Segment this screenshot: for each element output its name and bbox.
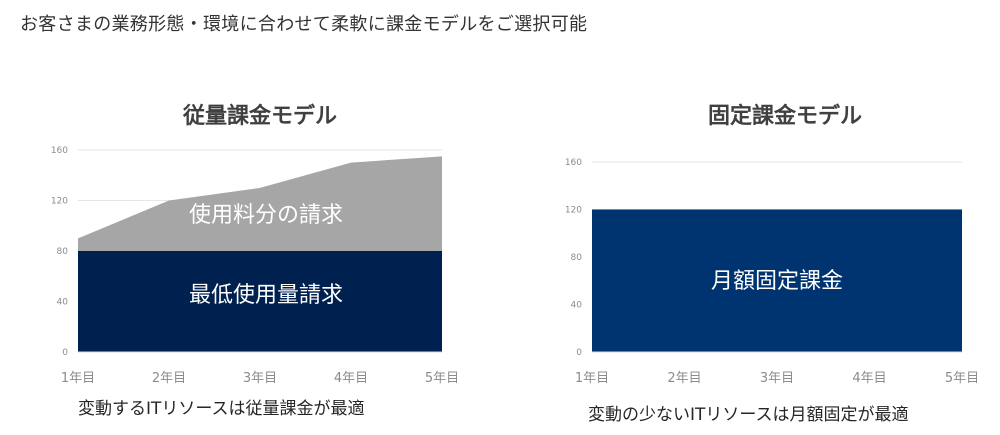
series-label: 月額固定課金 [711, 269, 843, 294]
y-tick-label: 0 [576, 348, 582, 358]
y-tick-label: 40 [57, 298, 69, 308]
y-tick-label: 80 [57, 247, 69, 257]
series-area [78, 251, 442, 352]
y-tick-label: 40 [571, 301, 583, 311]
x-tick-label: 1年目 [61, 371, 95, 386]
y-tick-label: 0 [62, 348, 68, 358]
x-tick-label: 4年目 [334, 371, 368, 386]
fixed-chart-caption: 変動の少ないITリソースは月額固定が最適 [588, 405, 909, 425]
x-tick-label: 3年目 [243, 371, 277, 386]
x-tick-label: 4年目 [852, 371, 886, 386]
fixed-chart-title: 固定課金モデル [707, 104, 862, 129]
y-tick-label: 160 [565, 158, 582, 168]
series-label: 最低使用量請求 [189, 283, 343, 308]
y-tick-label: 80 [571, 253, 583, 263]
x-tick-label: 5年目 [425, 371, 459, 386]
series-area [592, 209, 962, 352]
x-tick-label: 2年目 [667, 371, 701, 386]
x-tick-label: 5年目 [945, 371, 979, 386]
usage-chart-title: 従量課金モデル [182, 104, 337, 129]
x-tick-label: 3年目 [760, 371, 794, 386]
series-label: 使用料分の請求 [189, 203, 343, 228]
x-tick-label: 2年目 [152, 371, 186, 386]
series-area [78, 156, 442, 251]
x-tick-label: 1年目 [575, 371, 609, 386]
usage-chart-caption: 変動するITリソースは従量課金が最適 [78, 399, 365, 419]
y-tick-label: 120 [51, 197, 68, 207]
page-headline: お客さまの業務形態・環境に合わせて柔軟に課金モデルをご選択可能 [20, 14, 588, 35]
y-tick-label: 120 [565, 206, 582, 216]
y-tick-label: 160 [51, 146, 68, 156]
